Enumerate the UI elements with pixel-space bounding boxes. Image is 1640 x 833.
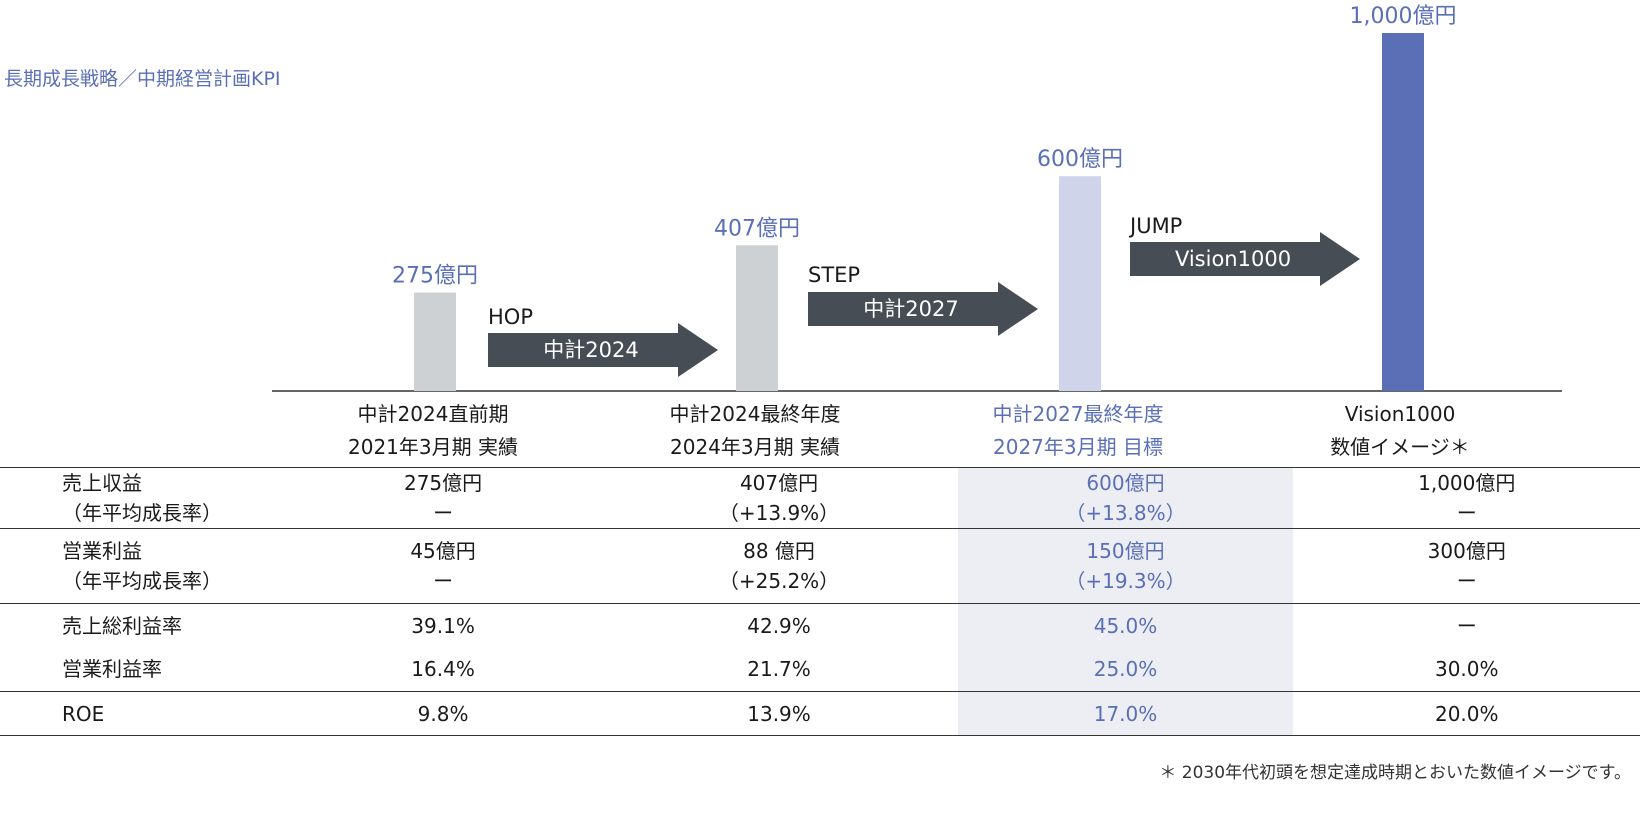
arrow-1 [488,323,718,377]
cell-value: 42.9% [747,613,811,638]
bar-4 [1382,33,1424,391]
page-title: 長期成長戦略／中期経営計画KPI [4,68,281,90]
arrow-jump-label: JUMP [1130,214,1183,238]
category-4-line1: Vision1000 [1344,402,1456,426]
cell-value: 275億円 [403,471,483,495]
category-4-line2: 数値イメージ＊ [1330,435,1470,459]
category-4: Vision1000 数値イメージ＊ [1235,398,1565,464]
arrow-label-2: 中計2027 [863,297,958,321]
table-row: 営業利益 （年平均成長率） 45億円ー 88 億円 （+25.2%） 150億円 （+… [0,528,1640,604]
category-2: 中計2024最終年度 2024年3月期 実績 [590,398,920,464]
arrow-step-label: STEP [808,263,861,287]
cell-value: 30.0% [1293,647,1640,692]
cell-value: 45.0% [957,603,1294,648]
bar-3 [1059,176,1101,391]
cell-value: ー [1456,613,1477,638]
bar-value-label-3: 600億円 [1037,147,1123,172]
row-label: 売上収益 [62,471,142,495]
bar-value-label-1: 275億円 [392,264,478,289]
category-3-line1: 中計2027最終年度 [992,402,1164,426]
footnote: ＊ 2030年代初頭を想定達成時期とおいた数値イメージです。 [1159,763,1631,783]
cell-value: 407億円 [739,471,819,495]
arrow-label-3: Vision1000 [1175,247,1291,271]
arrow-2 [808,282,1038,336]
category-1-line2: 2021年3月期 実績 [348,435,518,459]
cell-value: 13.9% [600,691,958,736]
table-row: ROE 9.8% 13.9% 17.0% 20.0% [0,691,1640,736]
category-2-line2: 2024年3月期 実績 [670,435,840,459]
row-label: 営業利益 [62,539,142,563]
category-2-line1: 中計2024最終年度 [669,402,841,426]
row-label: ROE [0,691,286,736]
bar-2 [736,245,778,391]
cell-value: 16.4% [285,647,601,692]
cell-value: 21.7% [600,647,958,692]
arrow-3 [1130,232,1360,286]
row-sublabel: （年平均成長率） [62,501,222,525]
cell-sub: ー [1456,501,1477,525]
category-1: 中計2024直前期 2021年3月期 実績 [268,398,598,464]
cell-sub: （+13.9%） [718,501,840,525]
row-label: 営業利益率 [0,647,286,692]
arrow-label-1: 中計2024 [543,338,638,362]
cell-sub: ー [1456,569,1477,593]
kpi-table: 売上収益 （年平均成長率） 275億円ー 407億円 （+13.9%） 600億円 （… [0,467,1640,736]
table-row: 営業利益率 16.4% 21.7% 25.0% 30.0% [0,647,1640,692]
cell-value: 39.1% [411,613,475,638]
cell-value: 600億円 [1086,471,1165,495]
cell-value: 17.0% [957,691,1294,736]
cell-sub: ー [433,501,454,525]
cell-value: 88 億円 [743,539,815,563]
row-label: 売上総利益率 [62,613,182,638]
cell-value: 20.0% [1293,691,1640,736]
cell-value: 45億円 [410,539,476,563]
row-sublabel: （年平均成長率） [62,569,222,593]
category-3: 中計2027最終年度 2027年3月期 目標 [913,398,1243,464]
cell-sub: （+25.2%） [718,569,840,593]
cell-value: 150億円 [1086,539,1165,563]
category-1-line1: 中計2024直前期 [357,402,509,426]
bar-value-label-2: 407億円 [714,216,800,241]
cell-sub: （+13.8%） [1065,501,1186,525]
cell-value: 9.8% [285,691,601,736]
cell-value: 25.0% [957,647,1294,692]
bar-value-label-4: 1,000億円 [1350,4,1457,29]
cell-value: 1,000億円 [1418,471,1516,495]
table-row: 売上収益 （年平均成長率） 275億円ー 407億円 （+13.9%） 600億円 （… [0,467,1640,529]
arrow-hop-label: HOP [488,305,533,329]
table-row: 売上総利益率 39.1% 42.9% 45.0% ー [0,603,1640,648]
category-3-line2: 2027年3月期 目標 [993,435,1163,459]
bar-1 [414,292,456,391]
cell-value: 300億円 [1427,539,1506,563]
cell-sub: （+19.3%） [1065,569,1186,593]
cell-sub: ー [433,569,454,593]
